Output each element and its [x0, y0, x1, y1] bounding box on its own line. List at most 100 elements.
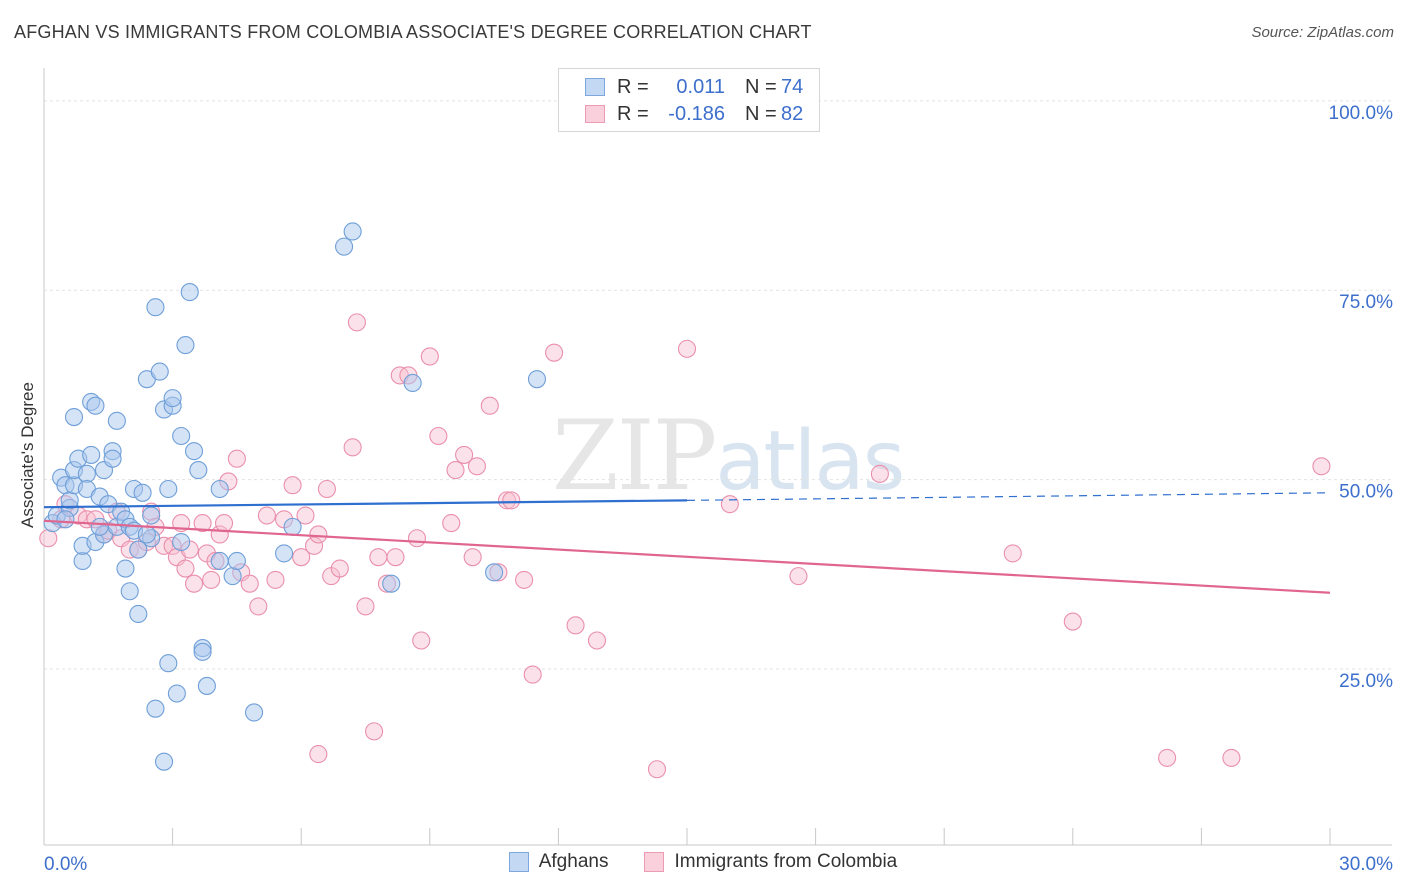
y-tick-label-75: 75.0% [1339, 292, 1393, 313]
afghans-point [184, 442, 204, 461]
colombia-point [309, 745, 328, 764]
afghans-point [163, 389, 182, 408]
afghans-point [180, 283, 199, 302]
colombia-point [257, 506, 276, 525]
y-tick-label-100: 100.0% [1329, 103, 1394, 124]
afghans-point [176, 336, 195, 355]
legend-row-afghans: R = 0.011 N = 74 [585, 75, 803, 99]
afghans-points [43, 222, 547, 771]
colombia-point [720, 495, 739, 514]
colombia-point [1063, 612, 1082, 631]
colombia-point [240, 574, 259, 593]
afghans-point [283, 517, 302, 536]
afghans-point [159, 654, 178, 673]
colombia-point [870, 464, 889, 483]
afghans-point [343, 222, 362, 241]
afghans-point [133, 483, 152, 502]
colombia-point [789, 567, 808, 586]
colombia-point [497, 491, 517, 510]
watermark-zip: ZIP [552, 400, 717, 512]
afghans-point [64, 408, 84, 427]
afghans-point [77, 464, 96, 483]
colombia-point [330, 559, 349, 578]
afghans-point [120, 582, 139, 601]
watermark: ZIPatlas [552, 400, 905, 512]
legend-r-label: R = [617, 75, 649, 98]
afghans-point [82, 445, 101, 464]
colombia-point [442, 514, 461, 533]
colombia-point [587, 631, 607, 650]
colombia-point [1222, 748, 1241, 767]
afghans-point [116, 559, 135, 578]
colombia-point [480, 396, 499, 415]
afghans-trendline-extension [686, 492, 1331, 501]
afghans-point [275, 544, 294, 563]
colombia-points [39, 313, 1331, 779]
x-tick-label-max: 30.0% [1339, 854, 1393, 875]
legend-r-value: 0.011 [676, 75, 725, 98]
afghans-point [167, 684, 186, 703]
colombia-point [545, 343, 564, 362]
colombia-point [202, 570, 221, 589]
colombia-point [343, 438, 362, 457]
stats-legend: R = 0.011 N = 74 R = -0.186 N = 82 [558, 68, 820, 132]
colombia-point [386, 548, 405, 567]
legend-n-value: 82 [781, 102, 804, 125]
afghans-point [73, 551, 92, 571]
colombia-point [214, 514, 234, 533]
colombia-point [677, 339, 697, 358]
legend-swatch-pink [644, 852, 665, 872]
afghans-point [56, 510, 75, 529]
y-tick-label-25: 25.0% [1339, 671, 1393, 692]
tick-labels: 25.0% 50.0% 75.0% 100.0% 0.0% 30.0% [44, 103, 1393, 875]
colombia-point [1003, 544, 1022, 563]
trend-layer [43, 492, 1331, 594]
colombia-point [455, 445, 474, 464]
colombia-point [356, 597, 375, 616]
legend-item-afghans[interactable]: Afghans [508, 851, 609, 873]
afghans-point [129, 604, 148, 624]
colombia-point [227, 449, 246, 468]
afghans-point [90, 517, 109, 536]
colombia-point [249, 597, 268, 616]
legend-row-colombia: R = -0.186 N = 82 [585, 102, 803, 126]
colombia-point [305, 536, 324, 555]
colombia-point [365, 722, 384, 741]
legend-swatch-blue [585, 78, 605, 96]
afghans-point [146, 298, 165, 317]
legend-swatch-pink [585, 105, 605, 123]
colombia-point [412, 631, 431, 650]
afghans-point [244, 703, 264, 722]
afghans-point [382, 574, 401, 593]
afghans-point [335, 237, 354, 256]
afghans-point [154, 752, 174, 771]
afghans-point [137, 525, 156, 544]
colombia-point [467, 457, 487, 476]
colombia-point [463, 548, 482, 567]
axes-layer [43, 68, 1392, 846]
afghans-point [86, 396, 105, 415]
colombia-point [420, 347, 439, 366]
colombia-point [446, 461, 465, 480]
colombia-point [647, 760, 667, 779]
afghans-point [172, 532, 191, 552]
afghans-point [485, 563, 504, 582]
afghans-point [146, 699, 165, 718]
afghans-point [107, 411, 126, 430]
legend-n-value: 74 [781, 75, 804, 98]
afghans-point [527, 370, 547, 389]
colombia-point [429, 426, 448, 446]
afghans-point [159, 479, 178, 499]
legend-n-label: N = [745, 75, 777, 98]
watermark-atlas: atlas [715, 414, 905, 509]
legend-item-colombia[interactable]: Immigrants from Colombia [644, 851, 897, 873]
legend-n-label: N = [745, 102, 777, 125]
colombia-point [369, 548, 388, 567]
legend-label-afghans: Afghans [538, 851, 609, 872]
legend-swatch-blue [508, 852, 529, 872]
afghans-point [197, 676, 216, 695]
afghans-point [142, 506, 161, 525]
colombia-point [292, 548, 311, 567]
colombia-point [523, 665, 542, 684]
